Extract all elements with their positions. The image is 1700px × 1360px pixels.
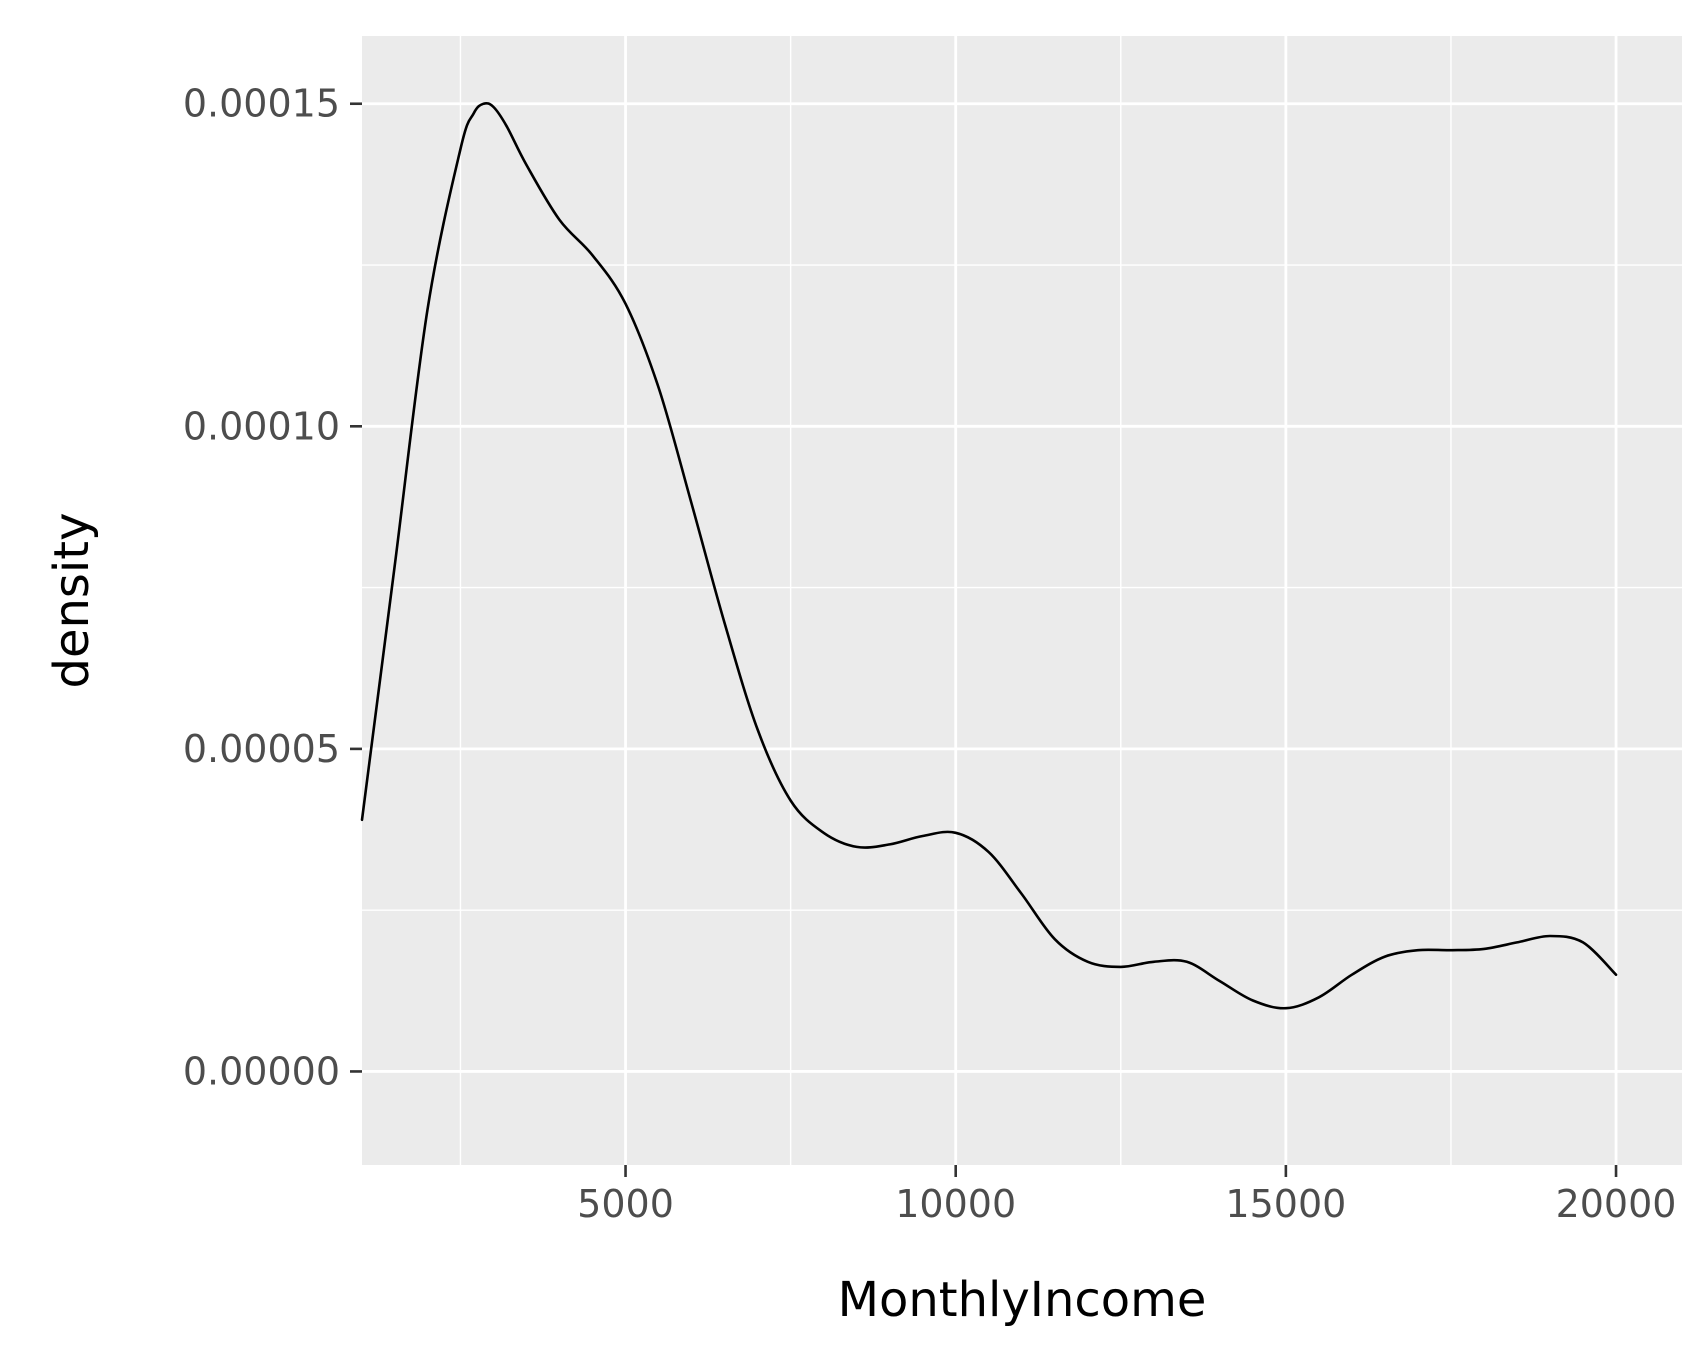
y-tick-label: 0.00005 xyxy=(183,727,340,771)
y-axis-ticks: 0.00000 0.00005 0.00010 0.00015 xyxy=(183,82,362,1093)
y-tick-label: 0.00000 xyxy=(183,1049,340,1093)
y-tick-label: 0.00010 xyxy=(183,404,340,448)
y-axis-title: density xyxy=(44,513,100,689)
x-axis-ticks: 5000 10000 15000 20000 xyxy=(577,1165,1676,1226)
x-tick-label: 5000 xyxy=(577,1182,674,1226)
y-tick-label: 0.00015 xyxy=(183,82,340,126)
x-tick-label: 15000 xyxy=(1225,1182,1346,1226)
plot-panel xyxy=(362,36,1682,1165)
major-gridlines xyxy=(362,36,1682,1165)
x-tick-label: 10000 xyxy=(895,1182,1016,1226)
density-curve xyxy=(360,101,1618,1010)
minor-gridlines xyxy=(362,36,1682,1165)
x-tick-label: 20000 xyxy=(1556,1182,1677,1226)
x-axis-title: MonthlyIncome xyxy=(838,1272,1207,1328)
